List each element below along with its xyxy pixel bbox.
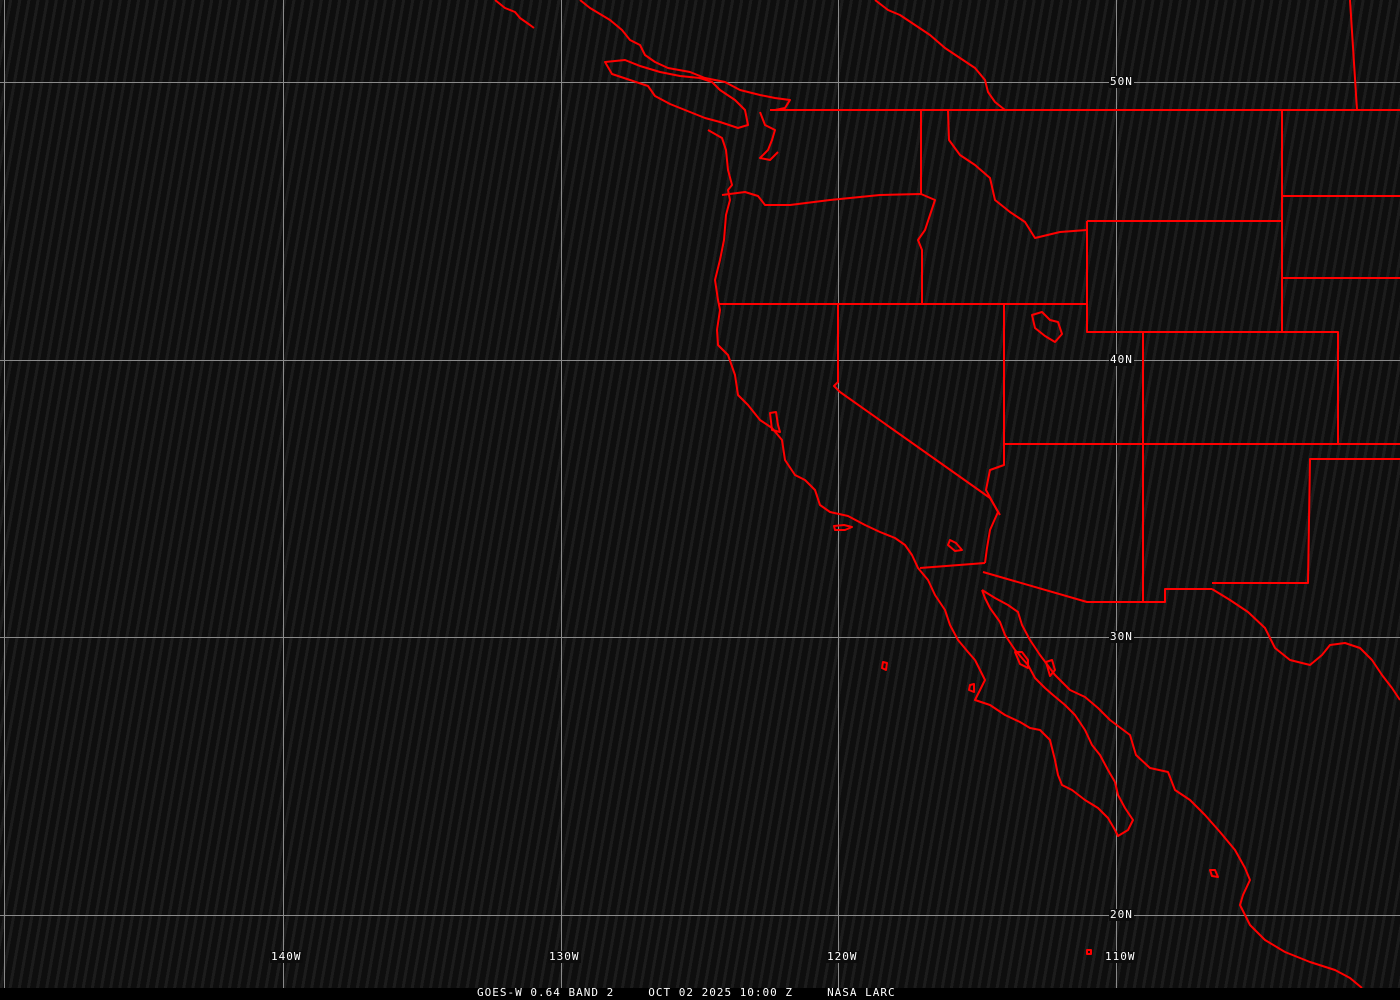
san-francisco-bay: [769, 411, 781, 433]
coastline-pacific-mainland: [707, 129, 976, 661]
coastline-alaska-panhandle: [494, 0, 535, 29]
coastline-baja-gulf: [981, 589, 1116, 783]
border-colorado: [1143, 331, 1339, 444]
vancouver-island: [604, 59, 749, 129]
border-washington-oregon: [721, 191, 936, 304]
longitude-label-130w: 130W: [548, 950, 581, 963]
island-guadalupe: [881, 661, 888, 671]
great-salt-lake: [1031, 311, 1063, 343]
latitude-label-50n: 50N: [1109, 75, 1134, 88]
island-angel-guarda: [1045, 659, 1056, 677]
caption-product: GOES-W 0.64 BAND 2: [477, 986, 615, 999]
island-tiburon: [1014, 651, 1029, 669]
caption-bar: [0, 988, 1400, 1000]
puget-sound: [759, 111, 779, 161]
salton-sea: [947, 539, 963, 552]
coastline-bc-mainland: [579, 0, 791, 111]
longitude-label-140w: 140W: [270, 950, 303, 963]
longitude-label-120w: 120W: [826, 950, 859, 963]
border-us-mexico-arizona: [982, 571, 1212, 603]
longitude-label-110w: 110W: [1104, 950, 1137, 963]
border-california-nevada: [833, 304, 1001, 516]
island-socorro: [1086, 949, 1092, 955]
coastlines-and-borders: [494, 0, 1400, 988]
island-cedros: [968, 683, 975, 693]
latitude-label-30n: 30N: [1109, 630, 1134, 643]
latitude-label-20n: 20N: [1109, 908, 1134, 921]
border-nevada-utah: [984, 304, 1005, 564]
coastline-baja-pacific: [974, 659, 1134, 837]
caption-datetime: OCT 02 2025 10:00 Z: [648, 986, 794, 999]
coastline-mexico-mainland: [981, 589, 1363, 988]
latitude-label-40n: 40N: [1109, 353, 1134, 366]
border-us-mexico-california: [919, 562, 986, 569]
border-idaho-montana: [947, 109, 1088, 239]
border-new-mexico: [1212, 458, 1400, 584]
channel-island: [833, 524, 853, 531]
border-rio-grande: [1211, 588, 1400, 701]
image-caption: GOES-W 0.64 BAND 2 OCT 02 2025 10:00 Z NAS…: [477, 986, 930, 1000]
border-alberta-saskatchewan: [1349, 0, 1358, 111]
island-tres-marias: [1209, 869, 1219, 878]
border-bc-alberta: [874, 0, 1006, 111]
caption-source: NASA LARC: [827, 986, 896, 999]
